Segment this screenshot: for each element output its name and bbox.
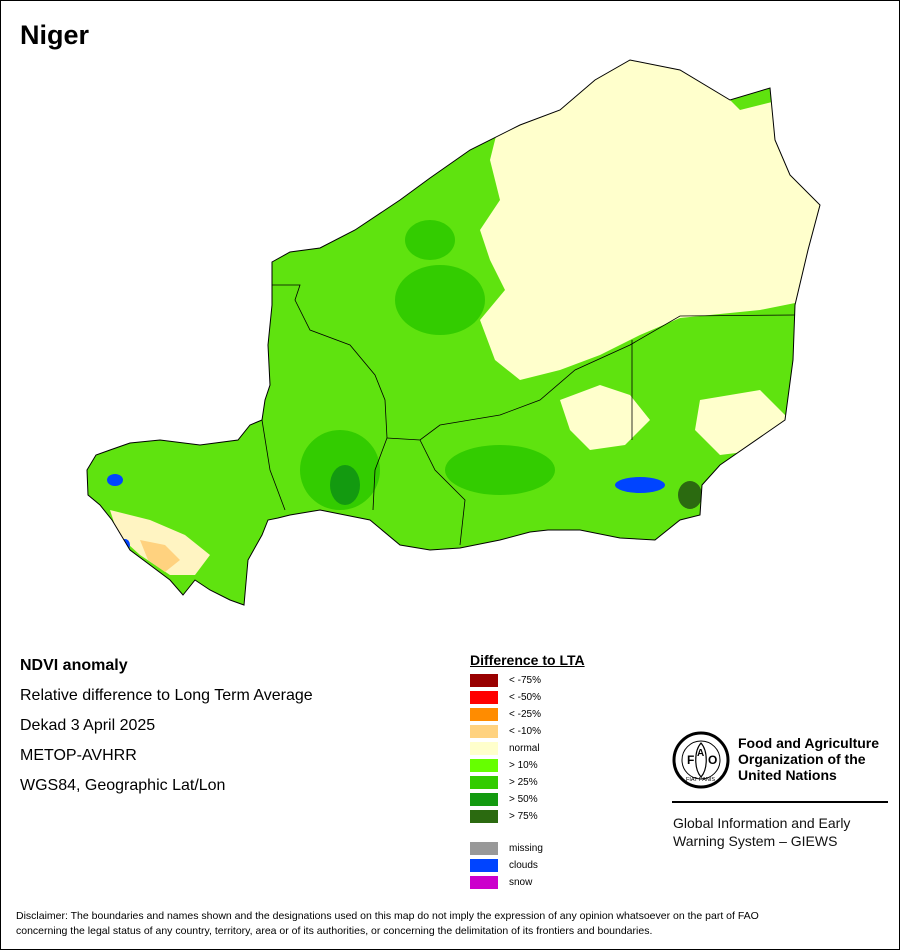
- info-line-2: Dekad 3 April 2025: [20, 717, 156, 734]
- legend-item-row: > 10%: [470, 757, 650, 774]
- legend-item-row: > 75%: [470, 808, 650, 825]
- legend-item-label: < -50%: [509, 692, 541, 703]
- dark-green-cluster-3: [330, 465, 360, 505]
- fao-logo-letter-a: A: [697, 748, 704, 759]
- cloud-patch-east: [615, 477, 665, 493]
- info-line-4: WGS84, Geographic Lat/Lon: [20, 777, 226, 794]
- legend-extra-item-label: missing: [509, 843, 543, 854]
- legend-item-swatch: [470, 759, 498, 772]
- legend-item-label: > 25%: [509, 777, 538, 788]
- legend: Difference to LTA < -75% < -50% < -25% < -1…: [470, 652, 650, 891]
- normal-area-center: [560, 385, 650, 450]
- fao-divider: [672, 801, 888, 803]
- legend-extra-item-label: snow: [509, 877, 533, 888]
- legend-item-row: normal: [470, 740, 650, 757]
- legend-extra-items: missing clouds snow: [470, 840, 650, 891]
- info-heading: NDVI anomaly: [20, 657, 128, 674]
- legend-item-swatch: [470, 725, 498, 738]
- giews-line-2: Warning System – GIEWS: [673, 833, 838, 849]
- legend-item-row: < -10%: [470, 723, 650, 740]
- fao-organization-name: Food and Agriculture Organization of the…: [738, 735, 879, 783]
- legend-extra-item-row: clouds: [470, 857, 650, 874]
- negative-patch-west: [140, 540, 180, 572]
- legend-item-row: < -75%: [470, 672, 650, 689]
- legend-extra-item-row: missing: [470, 840, 650, 857]
- legend-extra-item-swatch: [470, 876, 498, 889]
- legend-extra-item-label: clouds: [509, 860, 538, 871]
- legend-item-row: < -25%: [470, 706, 650, 723]
- dark-green-cluster-6: [678, 481, 702, 509]
- legend-item-swatch: [470, 776, 498, 789]
- disclaimer-line-2: concerning the legal status of any count…: [16, 925, 653, 937]
- legend-items: < -75% < -50% < -25% < -10% normal > 10% > 25%…: [470, 672, 650, 825]
- fao-logo: F A O FIAT PANIS: [672, 731, 730, 789]
- legend-item-row: > 50%: [470, 791, 650, 808]
- legend-item-swatch: [470, 742, 498, 755]
- legend-item-label: < -10%: [509, 726, 541, 737]
- legend-item-swatch: [470, 691, 498, 704]
- legend-extra-item-swatch: [470, 842, 498, 855]
- normal-area-west: [110, 510, 210, 575]
- disclaimer-line-1: Disclaimer: The boundaries and names sho…: [16, 910, 759, 922]
- map-title: Niger: [20, 20, 90, 50]
- legend-item-swatch: [470, 708, 498, 721]
- fao-org-line-2: Organization of the: [738, 751, 866, 767]
- normal-area-north: [480, 60, 820, 380]
- giews-name: Global Information and Early Warning Sys…: [673, 814, 850, 850]
- disclaimer: Disclaimer: The boundaries and names sho…: [16, 909, 876, 939]
- legend-item-swatch: [470, 793, 498, 806]
- legend-title: Difference to LTA: [470, 652, 585, 668]
- legend-item-swatch: [470, 810, 498, 823]
- dark-green-cluster-4: [445, 445, 555, 495]
- niger-border: [86, 59, 821, 606]
- legend-item-label: < -25%: [509, 709, 541, 720]
- fao-logo-motto: FIAT PANIS: [686, 777, 715, 783]
- info-line-3: METOP-AVHRR: [20, 747, 137, 764]
- legend-item-swatch: [470, 674, 498, 687]
- legend-item-label: < -75%: [509, 675, 541, 686]
- legend-item-row: > 25%: [470, 774, 650, 791]
- fao-org-line-3: United Nations: [738, 767, 837, 783]
- niger-map: [86, 59, 821, 606]
- legend-extra-item-swatch: [470, 859, 498, 872]
- legend-item-label: > 75%: [509, 811, 538, 822]
- dark-green-cluster-1: [395, 265, 485, 335]
- fao-logo-letter-f: F: [687, 753, 694, 767]
- legend-item-label: > 10%: [509, 760, 538, 771]
- cloud-patch-west: [107, 474, 123, 486]
- info-line-1: Relative difference to Long Term Average: [20, 687, 313, 704]
- legend-extra-item-row: snow: [470, 874, 650, 891]
- legend-item-row: < -50%: [470, 689, 650, 706]
- giews-line-1: Global Information and Early: [673, 815, 851, 831]
- map-info: NDVI anomaly Relative difference to Long…: [20, 656, 313, 806]
- region-boundaries: [261, 284, 796, 546]
- legend-item-label: normal: [509, 743, 540, 754]
- fao-org-line-1: Food and Agriculture: [738, 735, 880, 751]
- dark-green-cluster-5: [405, 220, 455, 260]
- fao-logo-letter-o: O: [708, 753, 717, 767]
- legend-item-label: > 50%: [509, 794, 538, 805]
